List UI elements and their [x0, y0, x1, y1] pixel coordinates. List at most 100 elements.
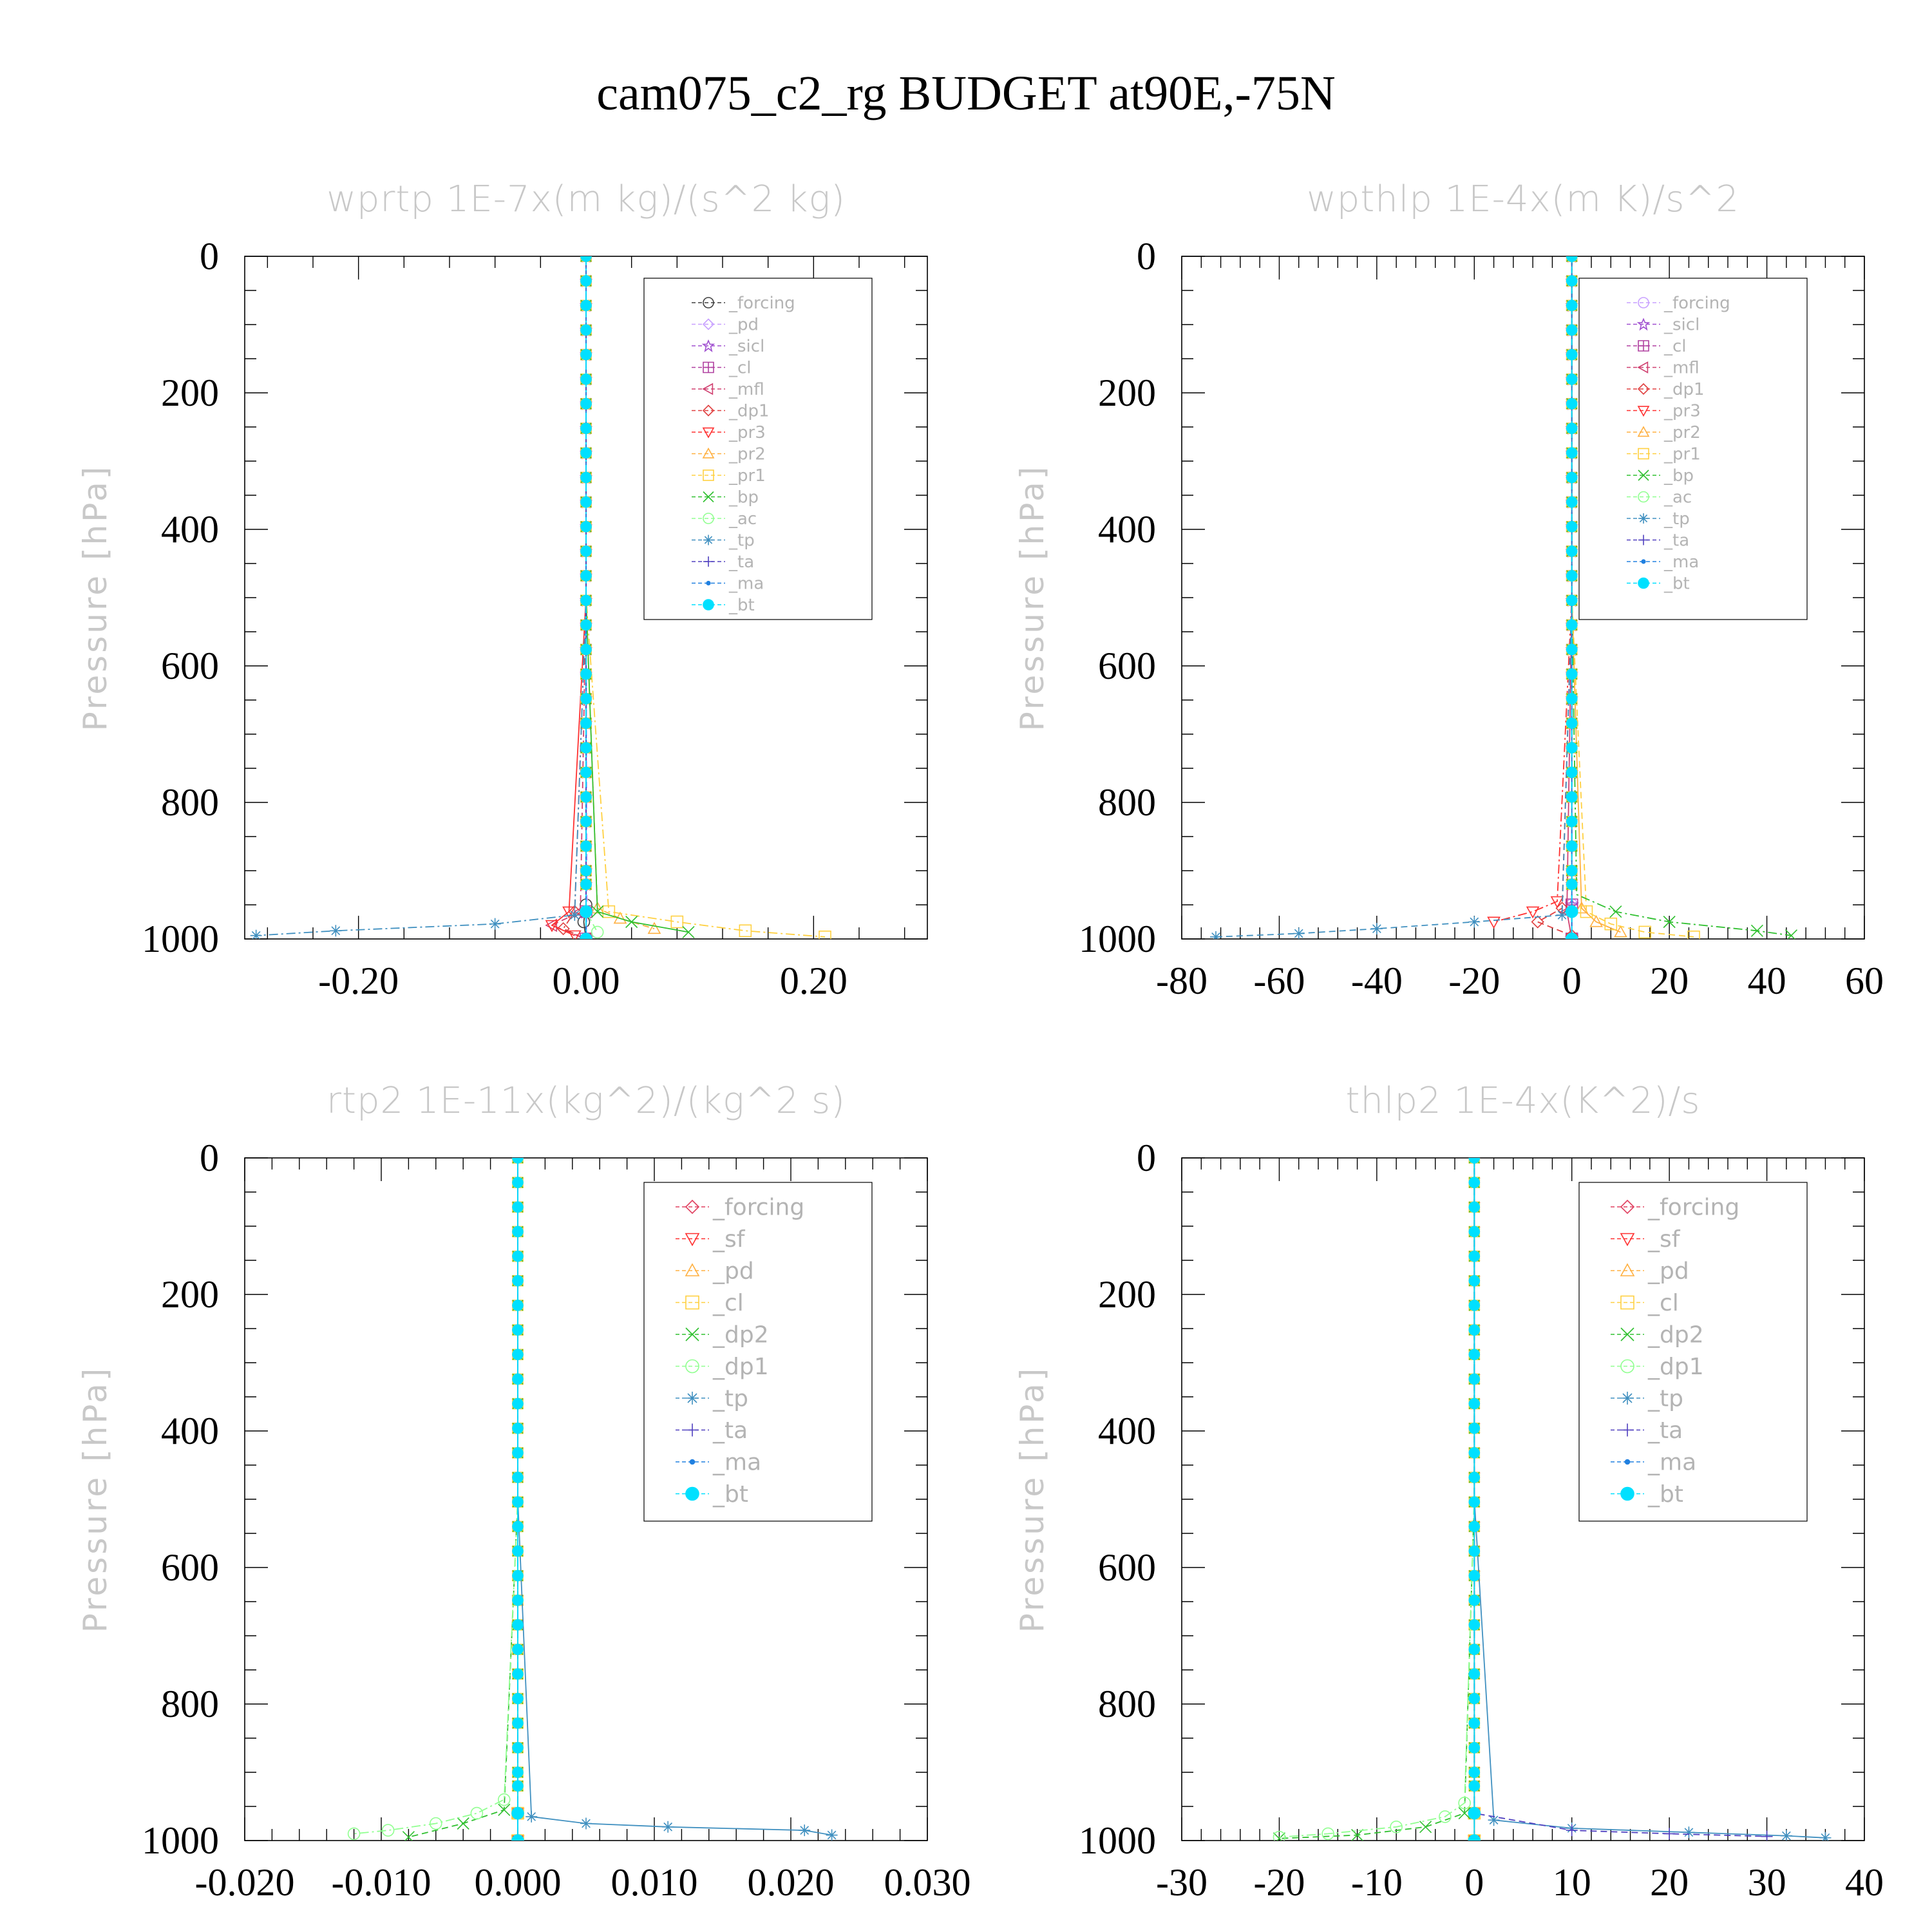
data-point: [580, 933, 592, 939]
data-point: [580, 299, 592, 312]
legend-entry: _ta: [712, 1417, 748, 1444]
data-point: [1487, 916, 1501, 929]
y-tick-label: 1000: [1079, 1819, 1156, 1862]
data-point: [512, 1250, 524, 1262]
data-point: [512, 1496, 524, 1508]
x-tick-label: 0: [1562, 960, 1582, 1002]
data-point: [1468, 1619, 1481, 1631]
data-point: [580, 619, 592, 631]
data-point: [1468, 1422, 1481, 1434]
legend-entry: _pd: [712, 1258, 754, 1285]
data-point: [512, 1226, 524, 1238]
legend-entry: _pr3: [728, 423, 766, 442]
data-point: [1468, 1643, 1481, 1655]
data-point: [1468, 1397, 1481, 1410]
x-tick-label: 20: [1650, 1861, 1689, 1904]
series-dp1: [1273, 1158, 1481, 1841]
data-point: [580, 742, 592, 753]
x-tick-label: 0.030: [884, 1861, 971, 1904]
legend-marker: [1641, 559, 1646, 564]
series-dp1: [347, 1158, 524, 1841]
data-point: [799, 1824, 811, 1837]
x-tick-label: -0.020: [195, 1861, 295, 1904]
data-point: [1390, 1821, 1403, 1833]
legend-marker: [1637, 406, 1650, 417]
x-tick-label: 60: [1845, 960, 1884, 1002]
data-point: [1566, 520, 1578, 533]
legend-entry: _ma: [1663, 553, 1699, 572]
x-tick-label: 0.000: [475, 1861, 562, 1904]
data-point: [470, 1806, 484, 1820]
legend: _forcing _pd _sicl _cl _mfl _dp1 _pr3 _pr2 _pr1 _…: [643, 278, 873, 620]
legend-entry: _forcing: [728, 294, 795, 313]
legend-marker: [703, 599, 714, 611]
legend-marker: [1638, 535, 1649, 545]
data-point: [1604, 917, 1618, 931]
legend-marker: [1636, 317, 1651, 331]
legend-entry: _pd: [1647, 1258, 1689, 1285]
data-point: [580, 348, 592, 361]
legend-marker: [1638, 469, 1649, 481]
legend-entry: _bt: [728, 596, 755, 615]
legend-entry: _bt: [712, 1481, 748, 1508]
data-point: [1575, 901, 1589, 914]
data-point: [1566, 878, 1578, 890]
y-tick-label: 400: [1098, 508, 1156, 551]
legend-marker: [1638, 513, 1649, 524]
data-point: [1468, 1300, 1481, 1311]
data-point: [1663, 915, 1676, 929]
legend-marker: [685, 1233, 700, 1247]
data-point: [1468, 1177, 1481, 1188]
data-point: [1419, 1821, 1432, 1833]
data-point: [1273, 1830, 1286, 1841]
data-point: [1566, 668, 1578, 680]
y-axis-label: Pressure [hPa]: [1014, 464, 1051, 732]
y-tick-label: 0: [1137, 1137, 1156, 1179]
y-tick-label: 200: [161, 372, 219, 414]
data-point: [1351, 1828, 1364, 1841]
legend-marker: [1638, 297, 1649, 308]
panel-title: thlp2 1E-4x(K^2)/s: [1346, 1080, 1701, 1122]
legend-marker: [703, 361, 714, 374]
data-point: [1439, 1810, 1452, 1823]
legend-entry: _mfl: [728, 380, 764, 399]
legend-marker: [703, 491, 714, 503]
data-point: [512, 1300, 524, 1311]
series-group: [347, 1158, 838, 1841]
data-point: [819, 931, 831, 939]
y-tick-label: 200: [1098, 1273, 1156, 1316]
data-point: [1566, 545, 1578, 557]
legend-entry: _cl: [728, 359, 752, 378]
data-point: [580, 766, 592, 779]
data-point: [512, 1447, 524, 1459]
legend-marker: [1620, 1263, 1635, 1276]
legend-marker: [703, 469, 714, 481]
legend-entry: _bp: [728, 488, 759, 507]
legend-entry: _sicl: [1663, 316, 1700, 335]
data-point: [580, 717, 592, 729]
y-tick-label: 400: [161, 508, 219, 551]
data-point: [512, 1397, 524, 1410]
data-point: [512, 1177, 524, 1188]
panel-title: wpthlp 1E-4x(m K)/s^2: [1307, 178, 1739, 220]
data-point: [1468, 1324, 1481, 1336]
series-tp: [250, 256, 591, 939]
data-point: [1819, 1832, 1832, 1841]
data-point: [580, 693, 592, 705]
x-tick-label: -0.010: [332, 1861, 431, 1904]
data-point: [625, 915, 638, 929]
data-point: [580, 471, 592, 484]
data-point: [512, 1668, 524, 1680]
legend-entry: _tp: [728, 531, 755, 551]
data-point: [580, 275, 592, 287]
legend-box: [1578, 278, 1808, 620]
data-point: [580, 878, 592, 890]
data-point: [1550, 896, 1564, 909]
series-dp2: [402, 1158, 524, 1841]
data-point: [526, 1810, 538, 1823]
data-point: [1566, 570, 1578, 582]
data-point: [580, 1817, 592, 1830]
legend-marker: [1620, 1199, 1635, 1215]
data-point: [512, 1201, 524, 1213]
